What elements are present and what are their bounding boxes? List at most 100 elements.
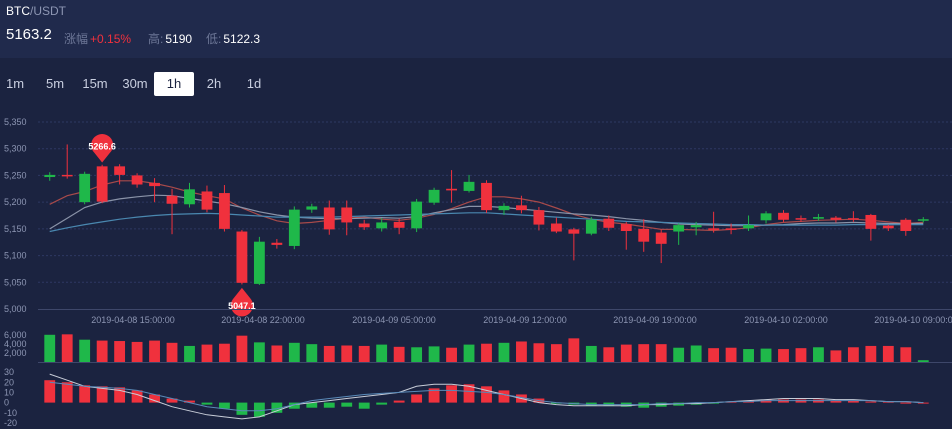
volume-bar — [813, 347, 824, 362]
candle — [271, 239, 283, 249]
low-stat: 低: 5122.3 — [206, 30, 260, 47]
candlesticks — [44, 144, 929, 285]
candle-body — [778, 212, 789, 220]
pair-quote: /USDT — [30, 4, 66, 18]
candle-body — [638, 228, 650, 242]
macd-tick-label: 20 — [4, 377, 14, 387]
volume-bar — [760, 348, 772, 362]
candle-body — [166, 195, 178, 204]
candle-body — [376, 222, 388, 229]
volume-bars — [44, 334, 929, 362]
high-label: 高: — [148, 32, 164, 46]
volume-bar — [620, 344, 632, 362]
price-tick-label: 5,200 — [4, 197, 27, 207]
tab-1d[interactable]: 1d — [246, 76, 262, 91]
candle — [61, 144, 73, 179]
price-tick-label: 5,000 — [4, 304, 27, 314]
candle-body — [847, 218, 859, 220]
volume-bar — [708, 348, 720, 362]
macd-bar — [184, 400, 195, 403]
macd-bar — [411, 394, 423, 403]
macd-lines — [49, 373, 924, 420]
tab-5m[interactable]: 5m — [45, 76, 65, 91]
macd-bar — [358, 402, 370, 409]
candle-body — [550, 223, 562, 232]
macd-tick-label: -10 — [4, 408, 17, 418]
price-tick-label: 5,050 — [4, 277, 27, 287]
candle-body — [288, 209, 300, 246]
max-price-marker: 5266.6 — [88, 134, 116, 163]
volume-bar — [690, 345, 702, 362]
tab-1m[interactable]: 1m — [5, 76, 25, 91]
time-tick-label: 2019-04-09 19:00:00 — [613, 315, 697, 325]
volume-bar — [603, 347, 615, 362]
volume-tick-label: 2,000 — [4, 348, 27, 358]
candle — [690, 221, 702, 236]
volume-tick-label: 6,000 — [4, 330, 27, 340]
macd-bar — [341, 402, 353, 407]
candle-body — [131, 175, 143, 185]
last-price: 5163.2 — [6, 26, 52, 43]
candle-body — [114, 166, 126, 175]
high-value: 5190 — [165, 32, 193, 46]
macd-bar — [149, 394, 160, 403]
candle-body — [882, 225, 894, 229]
tab-30m[interactable]: 30m — [122, 76, 148, 91]
volume-bar — [184, 345, 195, 362]
candle-body — [219, 193, 230, 229]
price-axis: 5,350 5,300 5,250 5,200 5,150 5,100 5,050 5,000 — [4, 117, 27, 314]
candle — [778, 210, 789, 222]
candle — [184, 182, 195, 208]
pair-base: BTC — [6, 4, 30, 18]
tab-15m[interactable]: 15m — [82, 76, 108, 91]
macd-bar — [323, 402, 335, 408]
tab-1h[interactable]: 1h — [154, 72, 194, 96]
candle-body — [341, 207, 353, 223]
volume-bar — [323, 345, 335, 362]
candle — [725, 223, 737, 235]
macd-tick-label: 30 — [4, 367, 14, 377]
candle — [603, 215, 615, 231]
volume-bar — [463, 344, 475, 362]
volume-bar — [288, 342, 300, 362]
macd-dea-line — [49, 381, 924, 412]
volume-bar — [638, 344, 650, 362]
candle — [655, 229, 667, 264]
candle — [323, 200, 335, 235]
macd-bar — [638, 402, 650, 408]
candle — [813, 213, 824, 221]
candle — [498, 203, 510, 215]
candle-body — [201, 191, 213, 210]
candle-body — [323, 207, 335, 230]
volume-bar — [743, 349, 754, 362]
candle-body — [253, 241, 265, 284]
low-label: 低: — [206, 32, 222, 46]
volume-bar — [236, 335, 248, 362]
candle — [201, 185, 213, 213]
volume-bar — [166, 342, 178, 362]
macd-bar — [708, 402, 720, 404]
candle — [463, 174, 475, 193]
macd-bar — [550, 402, 562, 404]
time-tick-label: 2019-04-09 12:00:00 — [483, 315, 567, 325]
tab-2h[interactable]: 2h — [206, 76, 222, 91]
time-tick-label: 2019-04-09 05:00:00 — [352, 315, 436, 325]
volume-bar — [533, 343, 545, 362]
macd-bar — [900, 402, 912, 404]
candle-body — [184, 189, 195, 205]
time-axis: 2019-04-08 15:00:00 2019-04-08 22:00:00 20… — [91, 315, 952, 325]
candle — [550, 217, 562, 234]
change-label: 涨幅 — [64, 32, 89, 46]
price-tick-label: 5,150 — [4, 224, 27, 234]
price-grid — [38, 121, 952, 283]
volume-bar — [428, 346, 440, 362]
candle-body — [393, 221, 405, 228]
candle-body — [481, 182, 492, 211]
macd-bar — [288, 402, 300, 409]
candle-body — [516, 205, 527, 211]
candle-body — [96, 166, 108, 202]
candle — [568, 227, 580, 261]
candle — [673, 223, 685, 245]
